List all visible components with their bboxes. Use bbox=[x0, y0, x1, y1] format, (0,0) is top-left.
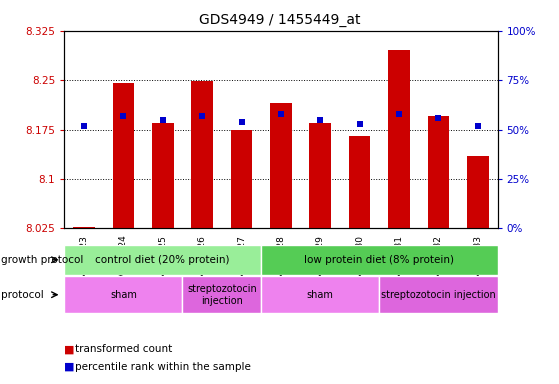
Bar bbox=[112, 83, 134, 228]
Text: ■: ■ bbox=[64, 362, 75, 372]
Text: percentile rank within the sample: percentile rank within the sample bbox=[75, 362, 252, 372]
Bar bbox=[310, 123, 331, 228]
Text: streptozotocin
injection: streptozotocin injection bbox=[187, 284, 257, 306]
Text: low protein diet (8% protein): low protein diet (8% protein) bbox=[304, 255, 454, 265]
Text: sham: sham bbox=[110, 290, 137, 300]
Bar bbox=[152, 123, 174, 228]
Text: ■: ■ bbox=[64, 344, 75, 354]
Bar bbox=[388, 50, 410, 228]
Text: streptozotocin injection: streptozotocin injection bbox=[381, 290, 496, 300]
Bar bbox=[380, 276, 498, 313]
Text: transformed count: transformed count bbox=[75, 344, 173, 354]
Bar bbox=[73, 227, 95, 228]
Bar bbox=[467, 156, 489, 228]
Text: protocol: protocol bbox=[1, 290, 44, 300]
Text: sham: sham bbox=[307, 290, 334, 300]
Bar bbox=[261, 245, 498, 275]
Bar bbox=[231, 129, 252, 228]
Bar bbox=[261, 276, 380, 313]
Text: growth protocol: growth protocol bbox=[1, 255, 83, 265]
Bar bbox=[191, 81, 213, 228]
Text: GDS4949 / 1455449_at: GDS4949 / 1455449_at bbox=[199, 13, 360, 27]
Bar bbox=[270, 103, 292, 228]
Bar bbox=[64, 276, 182, 313]
Bar bbox=[182, 276, 261, 313]
Bar bbox=[349, 136, 371, 228]
Bar bbox=[428, 116, 449, 228]
Bar bbox=[64, 245, 261, 275]
Text: control diet (20% protein): control diet (20% protein) bbox=[96, 255, 230, 265]
